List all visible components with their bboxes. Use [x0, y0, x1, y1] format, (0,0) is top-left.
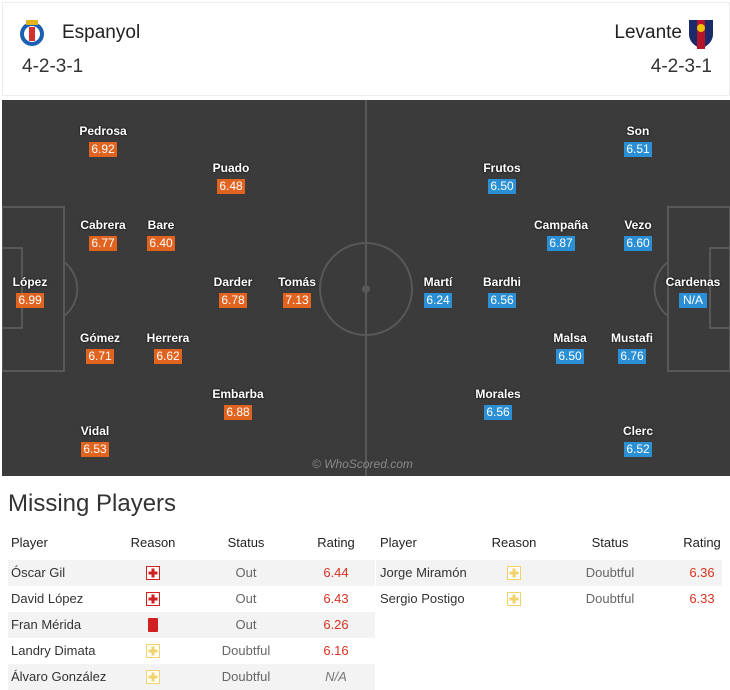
home-crest	[20, 20, 44, 46]
player-rating: N/A	[679, 293, 707, 308]
table-row	[376, 560, 722, 586]
player-name[interactable]: Jorge Miramón	[380, 565, 467, 580]
player-name[interactable]: Óscar Gil	[11, 565, 66, 580]
away-crest	[689, 20, 713, 49]
player-name[interactable]: Pedrosa	[79, 124, 127, 138]
column-header: Rating	[317, 535, 355, 550]
player-name[interactable]: Cabrera	[80, 218, 126, 232]
column-header: Player	[380, 535, 417, 550]
player-rating: 6.71	[86, 349, 114, 364]
player-rating: 6.52	[624, 442, 652, 457]
player-rating: 6.88	[224, 405, 252, 420]
rating: 6.36	[689, 565, 715, 580]
rating: 6.26	[323, 617, 349, 632]
player-name[interactable]: Puado	[212, 161, 250, 175]
player-name[interactable]: Malsa	[553, 331, 587, 345]
away-formation: 4-2-3-1	[650, 56, 712, 77]
column-header: Status	[227, 535, 265, 550]
reason-icon	[146, 566, 160, 580]
player-name[interactable]: Álvaro González	[11, 669, 107, 684]
rating: 6.33	[689, 591, 715, 606]
status: Doubtful	[221, 643, 271, 658]
player-name[interactable]: Vidal	[80, 424, 110, 438]
player-rating: 6.48	[217, 179, 245, 194]
rating: 6.44	[323, 565, 349, 580]
player-name[interactable]: David López	[11, 591, 84, 606]
player-rating: 6.60	[624, 236, 652, 251]
player-name[interactable]: Tomás	[278, 275, 316, 289]
player-name[interactable]: Landry Dimata	[11, 643, 96, 658]
status: Out	[235, 617, 257, 632]
column-header: Player	[11, 535, 48, 550]
away-team[interactable]: Levante	[614, 22, 682, 43]
status: Doubtful	[585, 565, 635, 580]
rating: 6.43	[323, 591, 349, 606]
player-rating: 6.40	[147, 236, 175, 251]
player-rating: 6.56	[484, 405, 512, 420]
pitch-lines	[2, 100, 730, 476]
rating: 6.16	[323, 643, 349, 658]
player-rating: 7.13	[283, 293, 311, 308]
player-rating: 6.50	[556, 349, 584, 364]
player-rating: 6.76	[618, 349, 646, 364]
player-rating: 6.50	[488, 179, 516, 194]
rating: N/A	[325, 669, 347, 684]
player-rating: 6.56	[488, 293, 516, 308]
reason-icon	[146, 644, 160, 658]
table-row	[8, 586, 375, 612]
player-rating: 6.99	[16, 293, 44, 308]
player-rating: 6.24	[424, 293, 452, 308]
column-header: Rating	[683, 535, 721, 550]
pitch: © WhoScored.com Pedrosa 6.92 Puado 6.48 Cabr…	[2, 100, 730, 476]
player-name[interactable]: Vezo	[624, 218, 652, 232]
watermark: © WhoScored.com	[312, 457, 413, 471]
player-name[interactable]: Campaña	[533, 218, 589, 232]
table-row	[376, 586, 722, 612]
player-name[interactable]: Mustafi	[611, 331, 653, 345]
header	[2, 2, 730, 96]
player-rating: 6.53	[81, 442, 109, 457]
column-header: Reason	[130, 535, 176, 550]
reason-icon	[146, 670, 160, 684]
player-name[interactable]: Clerc	[622, 424, 654, 438]
player-name[interactable]: Martí	[423, 275, 453, 289]
status: Out	[235, 565, 257, 580]
player-name[interactable]: Morales	[475, 387, 521, 401]
status: Doubtful	[585, 591, 635, 606]
player-rating: 6.87	[547, 236, 575, 251]
column-header: Reason	[491, 535, 537, 550]
player-name[interactable]: Darder	[213, 275, 253, 289]
status: Doubtful	[221, 669, 271, 684]
home-formation: 4-2-3-1	[22, 56, 84, 77]
player-rating: 6.92	[89, 142, 117, 157]
player-name[interactable]: Cardenas	[665, 275, 721, 289]
section-title: Missing Players	[8, 490, 177, 517]
reason-icon	[507, 592, 521, 606]
table-row	[8, 638, 375, 664]
table-row	[8, 560, 375, 586]
player-name[interactable]: Bardhi	[482, 275, 522, 289]
player-name[interactable]: Bare	[147, 218, 175, 232]
column-header: Status	[591, 535, 629, 550]
player-name[interactable]: López	[12, 275, 48, 289]
reason-icon	[148, 618, 158, 632]
reason-icon	[507, 566, 521, 580]
player-rating: 6.62	[154, 349, 182, 364]
player-name[interactable]: Frutos	[483, 161, 521, 175]
player-name[interactable]: Herrera	[146, 331, 190, 345]
player-name[interactable]: Embarba	[212, 387, 264, 401]
player-rating: 6.51	[624, 142, 652, 157]
player-name[interactable]: Sergio Postigo	[380, 591, 465, 606]
table-row	[8, 612, 375, 638]
player-rating: 6.77	[89, 236, 117, 251]
status: Out	[235, 591, 257, 606]
player-rating: 6.78	[219, 293, 247, 308]
reason-icon	[146, 592, 160, 606]
player-name[interactable]: Son	[626, 124, 650, 138]
home-team[interactable]: Espanyol	[62, 22, 141, 43]
player-name[interactable]: Fran Mérida	[11, 617, 82, 632]
player-name[interactable]: Gómez	[79, 331, 121, 345]
